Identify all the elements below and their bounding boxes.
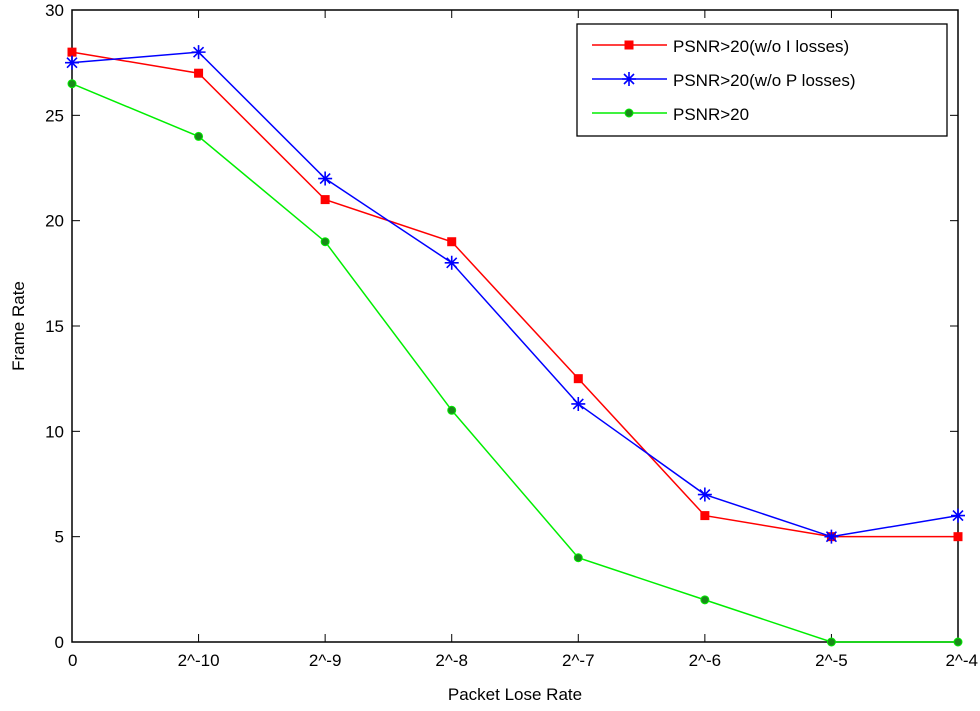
data-point <box>194 68 204 78</box>
data-point <box>447 237 457 247</box>
data-point <box>191 45 206 60</box>
legend-label: PSNR>20(w/o P losses) <box>673 71 856 90</box>
legend-label: PSNR>20 <box>673 105 749 124</box>
y-tick-label: 30 <box>45 1 64 20</box>
data-point <box>700 511 710 521</box>
x-tick-label: 2^-8 <box>435 651 468 670</box>
data-point <box>697 487 712 502</box>
data-point <box>318 171 333 186</box>
data-point <box>824 529 839 544</box>
legend-marker <box>624 108 634 118</box>
series-asterisk <box>65 45 965 544</box>
data-point <box>67 47 77 57</box>
data-point <box>573 553 583 563</box>
data-point <box>447 405 457 415</box>
data-point <box>194 131 204 141</box>
data-point <box>571 396 586 411</box>
x-tick-label: 2^-7 <box>562 651 595 670</box>
data-point <box>320 237 330 247</box>
legend-box <box>576 23 948 137</box>
data-point <box>953 532 963 542</box>
legend: PSNR>20(w/o I losses) PSNR>20(w/o P losse… <box>576 23 948 137</box>
x-axis-label: Packet Lose Rate <box>448 685 582 704</box>
y-axis-label: Frame Rate <box>9 281 28 371</box>
data-point <box>826 637 836 647</box>
data-point <box>951 508 965 523</box>
data-point <box>67 79 77 89</box>
y-tick-label: 25 <box>45 106 64 125</box>
y-tick-label: 0 <box>55 633 64 652</box>
data-point <box>444 255 459 270</box>
series-line <box>71 51 959 538</box>
data-point <box>320 195 330 205</box>
legend-marker <box>624 40 634 50</box>
data-point <box>700 595 710 605</box>
x-tick-label: 2^-4 <box>945 651 978 670</box>
x-tick-label: 2^-9 <box>309 651 342 670</box>
y-tick-label: 20 <box>45 212 64 231</box>
x-tick-label: 0 <box>68 651 77 670</box>
x-tick-label: 2^-6 <box>689 651 722 670</box>
series-line <box>71 51 958 538</box>
y-tick-label: 10 <box>45 422 64 441</box>
series-line <box>71 83 958 643</box>
x-tick-label: 2^-5 <box>815 651 848 670</box>
data-point <box>953 637 963 647</box>
y-tick-label: 5 <box>55 528 64 547</box>
legend-marker <box>622 72 636 86</box>
data-point <box>573 374 583 384</box>
y-tick-label: 15 <box>45 317 64 336</box>
x-tick-label: 2^-10 <box>178 651 220 670</box>
series-dot <box>67 79 963 647</box>
legend-label: PSNR>20(w/o I losses) <box>673 37 849 56</box>
data-point <box>65 55 79 70</box>
